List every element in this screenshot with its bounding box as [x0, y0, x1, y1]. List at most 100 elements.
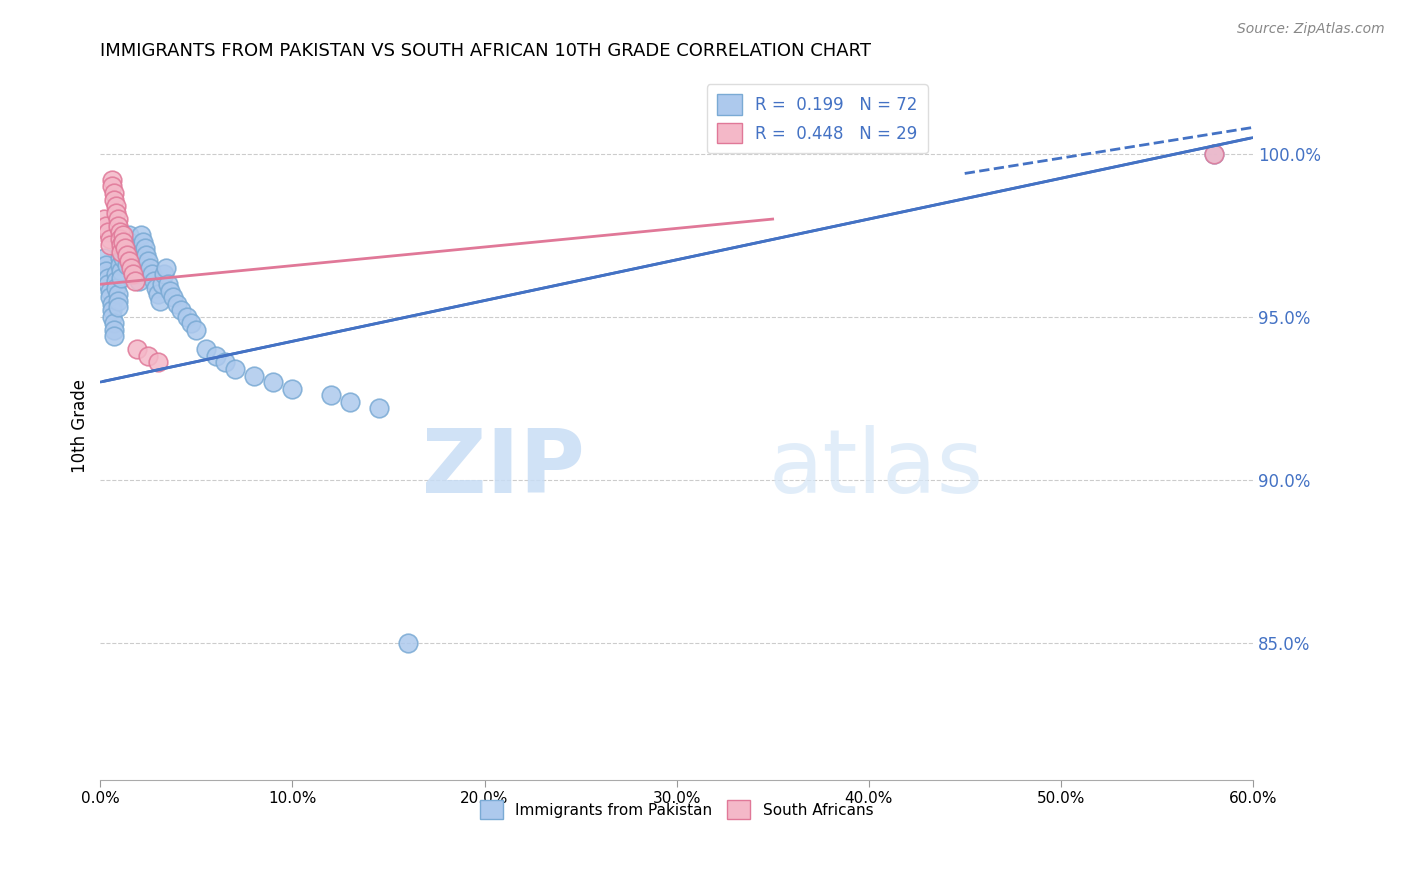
Point [107, 300, 129, 314]
Point [138, 349, 160, 363]
Point [110, 238, 132, 252]
Point [149, 293, 172, 308]
Point [114, 244, 136, 259]
Point [101, 297, 124, 311]
Point [98, 284, 121, 298]
Y-axis label: 10th Grade: 10th Grade [72, 379, 89, 473]
Point [104, 205, 127, 219]
Point [139, 260, 162, 275]
Point [118, 228, 141, 243]
Point [103, 323, 125, 337]
Point [262, 375, 284, 389]
Point [103, 186, 125, 200]
Point [108, 225, 131, 239]
Point [103, 317, 125, 331]
Text: IMMIGRANTS FROM PAKISTAN VS SOUTH AFRICAN 10TH GRADE CORRELATION CHART: IMMIGRANTS FROM PAKISTAN VS SOUTH AFRICA… [100, 42, 872, 60]
Point [180, 317, 202, 331]
Point [124, 254, 146, 268]
Point [107, 212, 129, 227]
Point [1204, 147, 1226, 161]
Point [124, 274, 146, 288]
Point [118, 254, 141, 268]
Point [114, 238, 136, 252]
Point [107, 293, 129, 308]
Point [112, 235, 135, 249]
Point [195, 343, 218, 357]
Point [243, 368, 266, 383]
Point [159, 284, 181, 298]
Point [125, 343, 148, 357]
Point [146, 355, 169, 369]
Point [145, 280, 167, 294]
Point [135, 248, 157, 262]
Point [103, 193, 125, 207]
Point [367, 401, 389, 416]
Point [156, 277, 179, 292]
Point [97, 225, 120, 239]
Point [93, 251, 115, 265]
Point [186, 323, 208, 337]
Point [104, 199, 127, 213]
Point [396, 636, 419, 650]
Point [122, 268, 145, 282]
Point [110, 270, 132, 285]
Point [224, 362, 246, 376]
Point [118, 235, 141, 249]
Point [125, 260, 148, 275]
Point [155, 260, 177, 275]
Point [108, 258, 131, 272]
Point [104, 268, 127, 282]
Point [131, 235, 153, 249]
Point [129, 228, 152, 243]
Point [1204, 147, 1226, 161]
Point [112, 251, 135, 265]
Point [101, 173, 124, 187]
Point [94, 219, 117, 233]
Point [162, 290, 184, 304]
Text: ZIP: ZIP [422, 425, 585, 512]
Point [101, 179, 124, 194]
Point [152, 268, 174, 282]
Point [281, 382, 304, 396]
Point [94, 264, 117, 278]
Point [134, 241, 156, 255]
Point [108, 232, 131, 246]
Point [122, 248, 145, 262]
Point [98, 238, 121, 252]
Point [104, 274, 127, 288]
Text: Source: ZipAtlas.com: Source: ZipAtlas.com [1237, 22, 1385, 37]
Point [214, 355, 236, 369]
Point [204, 349, 226, 363]
Point [93, 212, 115, 227]
Point [150, 277, 173, 292]
Point [94, 258, 117, 272]
Point [101, 303, 124, 318]
Point [107, 219, 129, 233]
Point [97, 270, 120, 285]
Point [141, 268, 163, 282]
Point [128, 268, 150, 282]
Point [339, 394, 361, 409]
Point [138, 254, 160, 268]
Point [114, 241, 136, 255]
Point [176, 310, 198, 324]
Text: atlas: atlas [769, 425, 984, 512]
Point [108, 251, 131, 265]
Point [115, 258, 138, 272]
Point [110, 264, 132, 278]
Legend: Immigrants from Pakistan, South Africans: Immigrants from Pakistan, South Africans [474, 794, 879, 825]
Point [170, 303, 193, 318]
Point [112, 228, 135, 243]
Point [319, 388, 342, 402]
Point [128, 274, 150, 288]
Point [115, 251, 138, 265]
Point [115, 248, 138, 262]
Point [143, 274, 166, 288]
Point [104, 280, 127, 294]
Point [110, 244, 132, 259]
Point [98, 290, 121, 304]
Point [97, 277, 120, 292]
Point [101, 310, 124, 324]
Point [146, 287, 169, 301]
Point [120, 241, 142, 255]
